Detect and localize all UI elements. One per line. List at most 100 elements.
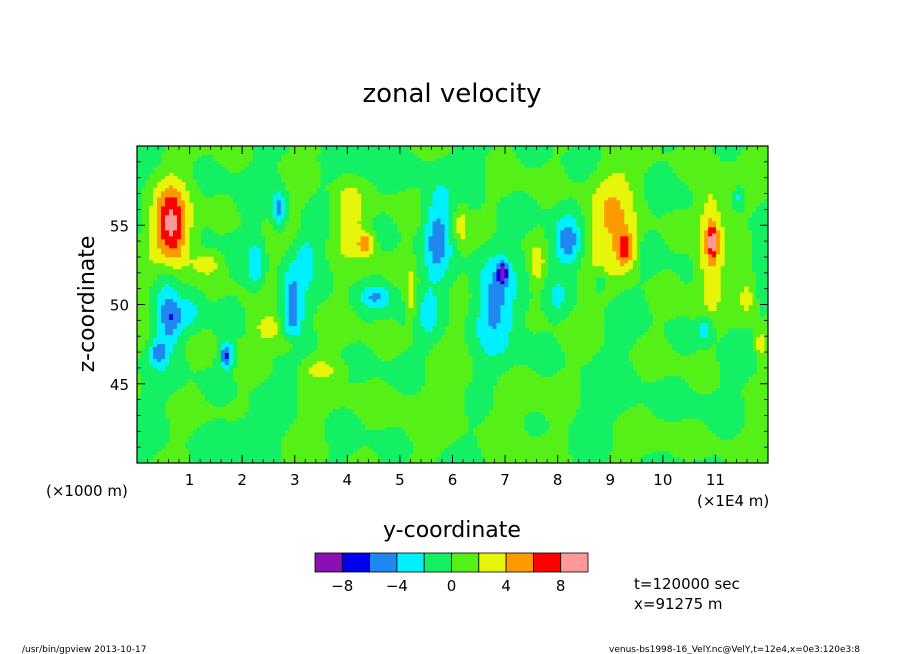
field-cell	[408, 298, 414, 303]
field-cell	[568, 172, 589, 177]
field-cell	[296, 304, 306, 309]
field-cell	[428, 220, 434, 225]
field-cell	[272, 193, 282, 198]
field-cell	[160, 223, 166, 228]
field-cell	[496, 277, 502, 282]
field-cell	[304, 307, 318, 312]
field-cell	[320, 181, 330, 186]
field-cell	[424, 256, 434, 261]
field-cell	[164, 187, 178, 192]
field-cell	[532, 367, 561, 371]
field-cell	[580, 403, 637, 407]
field-cell	[492, 235, 525, 240]
field-cell	[468, 352, 490, 356]
field-cell	[232, 355, 238, 359]
field-cell	[556, 253, 577, 258]
field-cell	[432, 202, 450, 207]
field-cell	[137, 358, 150, 362]
field-cell	[340, 196, 362, 201]
field-cell	[464, 331, 478, 336]
field-cell	[644, 172, 677, 177]
field-cell	[632, 238, 637, 243]
x-tick-label: 6	[448, 471, 458, 489]
field-cell	[376, 214, 390, 219]
field-cell	[428, 235, 446, 240]
field-cell	[280, 217, 290, 222]
field-cell	[296, 295, 306, 300]
field-cell	[288, 322, 298, 327]
field-cell	[552, 298, 565, 303]
field-cell	[648, 199, 693, 204]
field-cell	[360, 277, 386, 282]
field-cell	[420, 211, 430, 216]
field-cell	[276, 295, 286, 300]
field-cell	[188, 448, 282, 452]
field-cell	[348, 379, 366, 383]
field-cell	[232, 229, 262, 234]
field-cell	[504, 295, 517, 300]
field-cell	[200, 388, 238, 392]
field-cell	[228, 349, 234, 353]
field-cell	[152, 340, 178, 344]
field-cell	[248, 400, 298, 404]
field-cell	[344, 187, 358, 192]
field-cell	[312, 364, 330, 368]
field-cell	[752, 214, 768, 219]
field-cell	[200, 424, 290, 428]
field-cell	[204, 271, 210, 276]
field-cell	[248, 289, 258, 294]
field-cell	[724, 334, 753, 338]
field-cell	[576, 256, 581, 261]
field-cell	[436, 298, 450, 303]
field-cell	[276, 304, 286, 309]
field-cell	[604, 322, 653, 327]
field-cell	[152, 355, 166, 359]
field-cell	[260, 250, 266, 255]
field-cell	[156, 220, 162, 225]
field-cell	[568, 175, 589, 180]
field-cell	[372, 292, 382, 297]
field-cell	[160, 319, 182, 324]
field-cell	[172, 298, 190, 303]
field-cell	[224, 367, 230, 371]
field-cell	[424, 292, 434, 297]
field-cell	[592, 229, 609, 234]
field-cell	[192, 433, 286, 437]
field-cell	[156, 328, 166, 333]
field-cell	[752, 211, 768, 216]
field-cell	[488, 259, 502, 264]
field-cell	[200, 235, 266, 240]
field-cell	[284, 208, 290, 213]
field-cell	[464, 406, 494, 410]
field-cell	[560, 157, 601, 162]
field-cell	[312, 265, 330, 270]
field-cell	[144, 343, 154, 347]
field-cell	[160, 193, 182, 198]
field-cell	[140, 394, 170, 398]
field-cell	[548, 259, 561, 264]
field-cell	[164, 364, 190, 368]
field-cell	[164, 346, 174, 350]
field-cell	[148, 334, 158, 338]
field-cell	[412, 331, 446, 336]
field-cell	[232, 196, 274, 201]
field-cell	[708, 247, 713, 252]
field-cell	[516, 292, 533, 297]
field-cell	[308, 280, 334, 285]
field-cell	[148, 319, 158, 324]
field-cell	[508, 268, 513, 273]
field-cell	[544, 229, 557, 234]
field-cell	[164, 349, 174, 353]
footer-left: /usr/bin/gpview 2013-10-17	[22, 645, 146, 654]
field-cell	[752, 241, 768, 246]
field-cell	[700, 253, 709, 258]
field-cell	[176, 301, 194, 306]
field-cell	[604, 211, 625, 216]
field-cell	[137, 187, 142, 192]
field-cell	[356, 172, 486, 177]
field-cell	[248, 403, 298, 407]
field-cell	[276, 205, 282, 210]
field-cell	[524, 415, 545, 419]
field-cell	[576, 250, 585, 255]
field-cell	[272, 370, 298, 374]
